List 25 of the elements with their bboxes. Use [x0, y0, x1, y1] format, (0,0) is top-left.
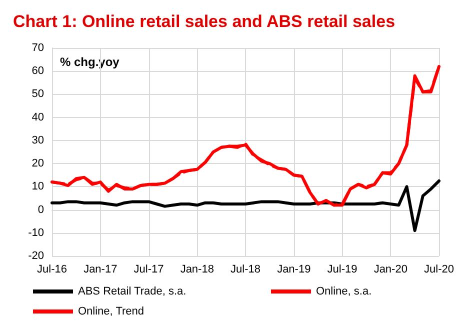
y-tick-label: 50	[32, 88, 44, 100]
y-tick-label: 10	[32, 180, 44, 193]
x-tick-label: Jul-16	[37, 264, 67, 276]
x-tick-label: Jul-18	[230, 264, 260, 276]
x-tick-label: Jan-19	[277, 264, 311, 276]
line-series	[50, 179, 440, 232]
x-tick-label: Jan-18	[180, 264, 214, 276]
legend-label: Online, s.a.	[316, 286, 372, 298]
y-tick-label: 70	[32, 42, 44, 54]
chart-title: Chart 1: Online retail sales and ABS retail sales	[13, 12, 396, 31]
y-axis-title: % chg.yoy	[60, 55, 120, 69]
y-tick-label: 30	[32, 134, 44, 146]
x-tick-label: Jan-20	[374, 264, 408, 276]
y-tick-label: -20	[28, 250, 44, 262]
y-tick-label: 60	[32, 65, 44, 78]
x-tick-label: Jul-17	[134, 264, 164, 276]
y-tick-label: 0	[38, 204, 44, 216]
y-tick-label: 40	[32, 111, 44, 124]
x-tick-label: Jan-17	[84, 264, 118, 276]
y-tick-label: 20	[32, 158, 44, 170]
legend-label: ABS Retail Trade, s.a.	[78, 286, 186, 298]
y-tick-label: -10	[28, 226, 44, 239]
x-tick-label: Jul-19	[327, 264, 358, 276]
x-tick-label: Jul-20	[424, 264, 454, 276]
legend-label: Online, Trend	[78, 306, 144, 318]
